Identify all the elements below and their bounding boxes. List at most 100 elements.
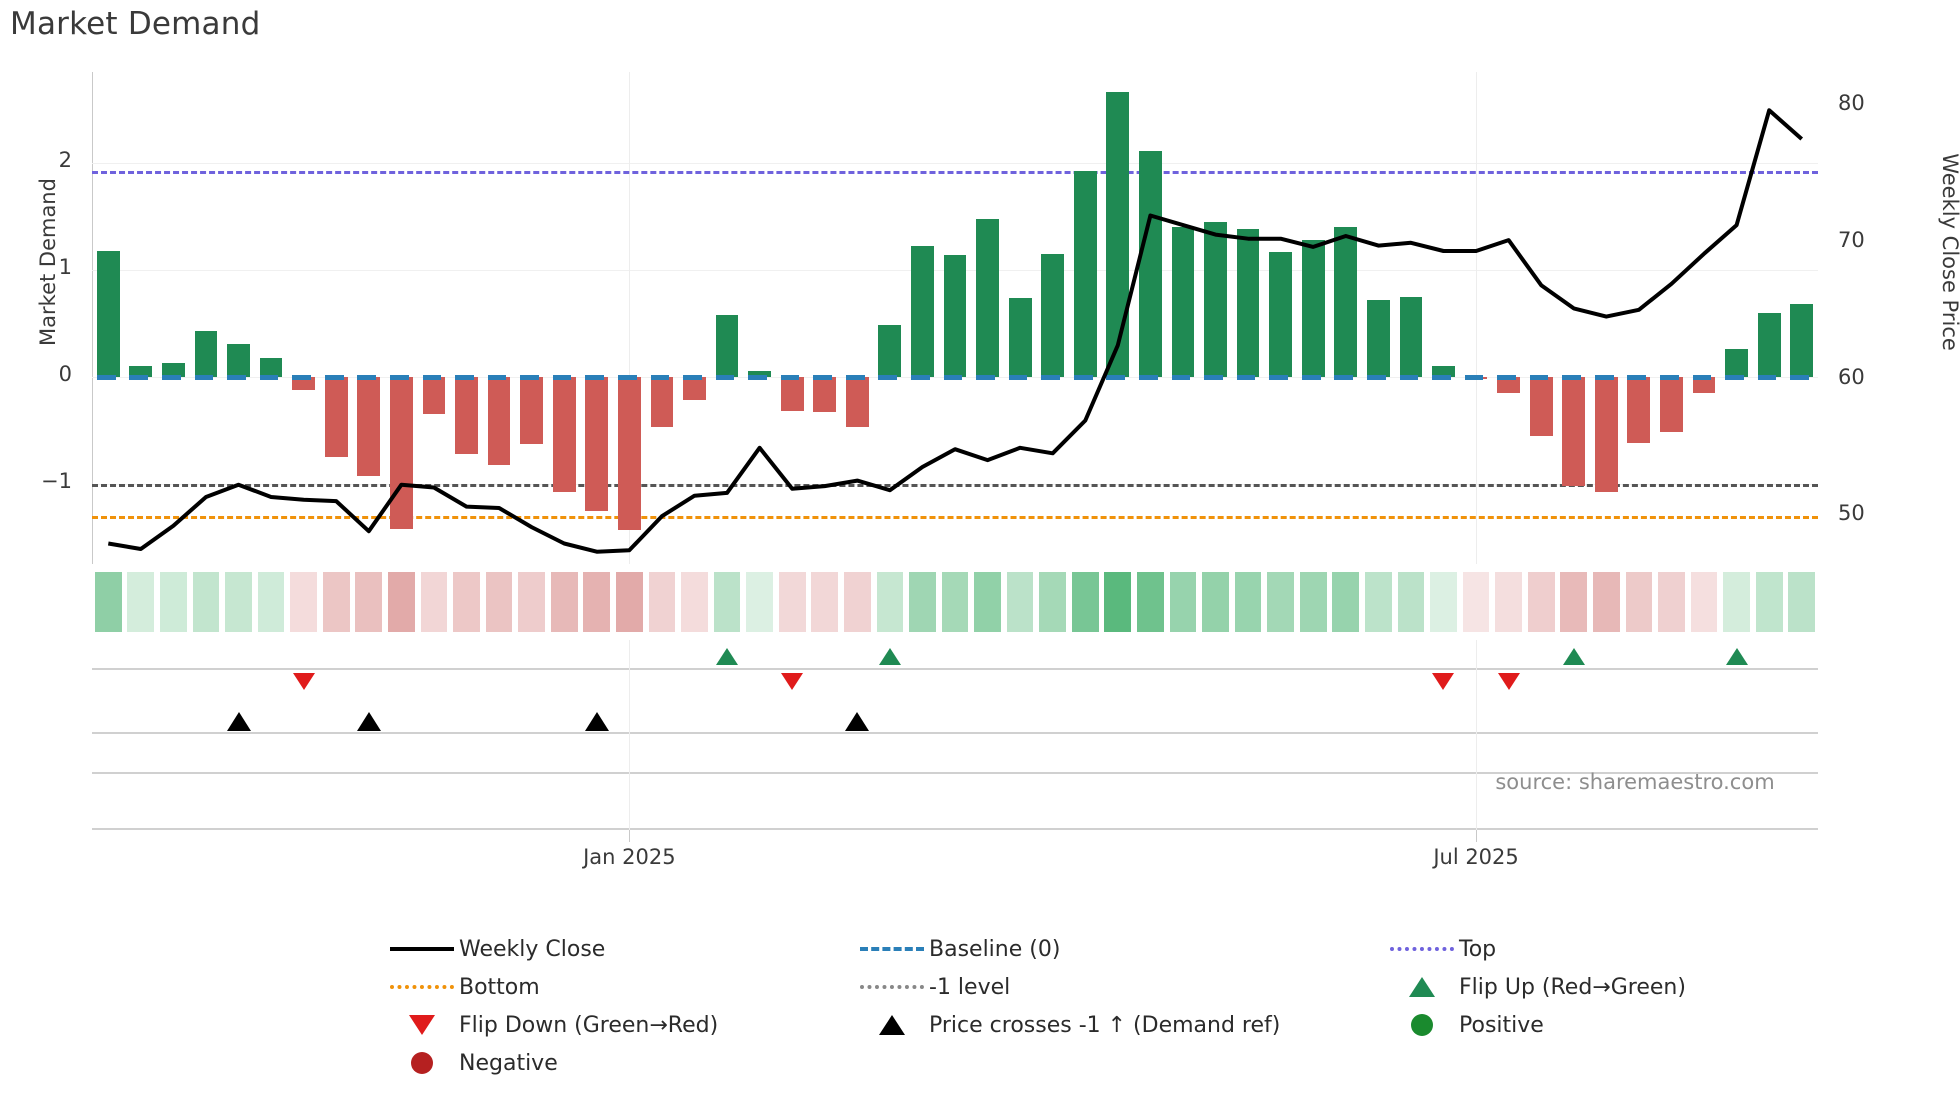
legend-item-price-cross[interactable]: Price crosses -1 ↑ (Demand ref) xyxy=(855,1006,1280,1044)
demand-bar[interactable] xyxy=(1138,151,1162,377)
price-cross-marker[interactable] xyxy=(584,712,609,731)
heatmap-cell[interactable] xyxy=(1332,572,1360,632)
demand-bar[interactable] xyxy=(748,371,771,377)
heatmap-cell[interactable] xyxy=(1755,572,1783,632)
heatmap-cell[interactable] xyxy=(94,572,122,632)
heatmap-cell[interactable] xyxy=(648,572,676,632)
heatmap-cell[interactable] xyxy=(1560,572,1588,632)
heatmap-cell[interactable] xyxy=(1430,572,1457,632)
heatmap-cell[interactable] xyxy=(1690,572,1718,632)
heatmap-cell[interactable] xyxy=(550,572,578,632)
demand-bar[interactable] xyxy=(487,376,511,465)
demand-bar[interactable] xyxy=(911,246,934,377)
demand-bar[interactable] xyxy=(1269,251,1293,377)
demand-bar[interactable] xyxy=(1627,376,1651,444)
heatmap-cell[interactable] xyxy=(1625,572,1653,632)
flip-up-marker[interactable] xyxy=(878,648,901,665)
legend-item-bottom-level[interactable]: Bottom xyxy=(385,968,540,1006)
demand-bar[interactable] xyxy=(780,376,804,412)
heatmap-cell[interactable] xyxy=(1788,572,1816,632)
price-cross-marker[interactable] xyxy=(356,712,381,731)
heatmap-cell[interactable] xyxy=(518,572,545,632)
price-cross-marker[interactable] xyxy=(226,712,251,731)
heatmap-cell[interactable] xyxy=(1006,572,1034,632)
demand-bar[interactable] xyxy=(162,362,185,377)
heatmap-cell[interactable] xyxy=(1267,572,1294,632)
heatmap-cell[interactable] xyxy=(388,572,415,632)
demand-bar[interactable] xyxy=(1757,312,1781,377)
heatmap-cell[interactable] xyxy=(615,572,643,632)
heatmap-cell[interactable] xyxy=(453,572,480,632)
demand-bar[interactable] xyxy=(683,376,706,401)
heatmap-cell[interactable] xyxy=(909,572,936,632)
demand-bar[interactable] xyxy=(194,330,218,377)
demand-bar[interactable] xyxy=(1008,297,1032,377)
demand-bar[interactable] xyxy=(1236,229,1260,377)
heatmap-cell[interactable] xyxy=(1299,572,1327,632)
heatmap-cell[interactable] xyxy=(1495,572,1522,632)
heatmap-cell[interactable] xyxy=(420,572,448,632)
legend-item-minus-one-level[interactable]: -1 level xyxy=(855,968,1010,1006)
demand-bar[interactable] xyxy=(1073,171,1097,377)
legend-item-flip-up[interactable]: Flip Up (Red→Green) xyxy=(1385,968,1686,1006)
heatmap-cell[interactable] xyxy=(1592,572,1620,632)
heatmap-cell[interactable] xyxy=(1527,572,1555,632)
heatmap-cell[interactable] xyxy=(843,572,871,632)
demand-bar[interactable] xyxy=(1204,221,1227,377)
heatmap-cell[interactable] xyxy=(355,572,383,632)
heatmap-cell[interactable] xyxy=(1462,572,1490,632)
heatmap-cell[interactable] xyxy=(225,572,252,632)
demand-bar[interactable] xyxy=(357,376,381,477)
demand-bar[interactable] xyxy=(227,343,250,377)
flip-down-marker[interactable] xyxy=(1432,673,1455,690)
demand-bar[interactable] xyxy=(292,376,316,390)
demand-bar[interactable] xyxy=(1106,92,1130,377)
demand-bar[interactable] xyxy=(1692,376,1716,393)
demand-bar[interactable] xyxy=(715,314,739,377)
legend-item-weekly-close[interactable]: Weekly Close xyxy=(385,930,605,968)
flip-down-marker[interactable] xyxy=(781,673,804,690)
demand-bar[interactable] xyxy=(552,376,576,493)
demand-bar[interactable] xyxy=(1432,366,1455,377)
heatmap-cell[interactable] xyxy=(1365,572,1392,632)
demand-bar[interactable] xyxy=(1594,376,1618,493)
demand-bar[interactable] xyxy=(1041,253,1065,377)
demand-bar[interactable] xyxy=(1301,239,1325,377)
heatmap-cell[interactable] xyxy=(681,572,708,632)
heatmap-cell[interactable] xyxy=(583,572,611,632)
heatmap-cell[interactable] xyxy=(1104,572,1132,632)
demand-bar[interactable] xyxy=(585,376,609,511)
demand-bar[interactable] xyxy=(1171,227,1195,377)
demand-bar[interactable] xyxy=(845,376,869,428)
heatmap-cell[interactable] xyxy=(1202,572,1229,632)
demand-bar[interactable] xyxy=(96,250,120,377)
price-cross-marker[interactable] xyxy=(845,712,870,731)
demand-bar[interactable] xyxy=(422,376,446,415)
heatmap-cell[interactable] xyxy=(974,572,1001,632)
heatmap-cell[interactable] xyxy=(876,572,904,632)
flip-down-marker[interactable] xyxy=(292,673,315,690)
demand-bar[interactable] xyxy=(1529,376,1553,436)
demand-bar[interactable] xyxy=(617,376,641,530)
demand-bar[interactable] xyxy=(943,254,967,377)
heatmap-cell[interactable] xyxy=(192,572,220,632)
demand-bar[interactable] xyxy=(650,376,674,428)
legend-item-positive[interactable]: Positive xyxy=(1385,1006,1544,1044)
heatmap-cell[interactable] xyxy=(1658,572,1685,632)
demand-bar[interactable] xyxy=(259,357,283,377)
flip-up-marker[interactable] xyxy=(1562,648,1585,665)
heatmap-cell[interactable] xyxy=(160,572,187,632)
demand-bar[interactable] xyxy=(129,366,153,377)
heatmap-cell[interactable] xyxy=(811,572,839,632)
heatmap-cell[interactable] xyxy=(1071,572,1099,632)
heatmap-cell[interactable] xyxy=(1169,572,1197,632)
demand-bar[interactable] xyxy=(1725,349,1748,377)
legend-item-top-level[interactable]: Top xyxy=(1385,930,1496,968)
heatmap-cell[interactable] xyxy=(713,572,741,632)
demand-bar[interactable] xyxy=(1399,296,1423,377)
heatmap-cell[interactable] xyxy=(746,572,773,632)
heatmap-cell[interactable] xyxy=(485,572,513,632)
demand-bar[interactable] xyxy=(1334,227,1358,377)
demand-bar[interactable] xyxy=(1497,376,1520,393)
flip-up-marker[interactable] xyxy=(1725,648,1748,665)
